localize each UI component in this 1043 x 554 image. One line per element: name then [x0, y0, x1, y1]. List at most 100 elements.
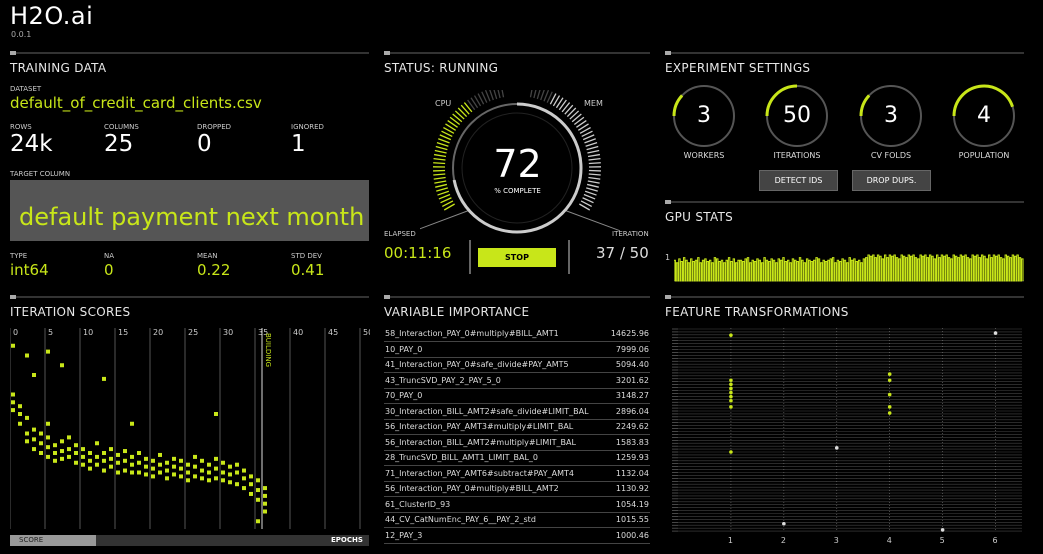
variable-importance-row[interactable]: 43_TruncSVD_PAY_2_PAY_5_0 3201.62	[384, 373, 650, 389]
score-point	[11, 408, 15, 413]
gpu-axis-label: 1	[665, 253, 671, 262]
epochs-label: EPOCHS	[331, 536, 363, 544]
columns-value: 25	[104, 131, 134, 157]
score-point	[144, 456, 148, 461]
ignored-label: IGNORED	[291, 123, 324, 131]
score-point	[74, 443, 78, 448]
score-point	[200, 468, 204, 473]
score-point	[221, 470, 225, 475]
variable-name: 30_Interaction_BILL_AMT2#safe_divide#LIM…	[385, 406, 589, 416]
feature-grid	[672, 328, 1022, 532]
score-point	[67, 435, 71, 440]
cv-folds-value[interactable]: 3	[884, 103, 898, 128]
mem-tick	[586, 183, 599, 188]
variable-value: 14625.96	[610, 329, 649, 338]
feature-point	[729, 378, 733, 383]
building-label: BUILDING	[264, 333, 272, 368]
settings-rings	[672, 84, 1015, 147]
variable-importance-row[interactable]: 56_Interaction_PAY_0#multiply#BILL_AMT2 1…	[384, 481, 650, 497]
score-point	[249, 474, 253, 479]
population-value[interactable]: 4	[977, 103, 991, 128]
gpu-usage-line	[674, 254, 1024, 282]
score-point	[130, 421, 134, 426]
variable-name: 56_Interaction_BILL_AMT2#multiply#LIMIT_…	[385, 437, 576, 447]
variable-importance-row[interactable]: 70_PAY_0 3148.27	[384, 388, 650, 404]
mem-tick	[584, 190, 597, 196]
score-point	[179, 474, 183, 479]
score-point	[221, 478, 225, 483]
score-point	[109, 456, 113, 461]
variable-importance-row[interactable]: 71_Interaction_PAY_AMT6#subtract#PAY_AMT…	[384, 466, 650, 482]
feature-point	[729, 382, 733, 387]
x-tick-label: 6	[993, 536, 998, 545]
mem-tick	[540, 90, 545, 101]
score-point	[186, 470, 190, 475]
variable-importance-row[interactable]: 30_Interaction_BILL_AMT2#safe_divide#LIM…	[384, 404, 650, 420]
score-point	[214, 476, 218, 481]
score-point	[172, 464, 176, 469]
variable-name: 43_TruncSVD_PAY_2_PAY_5_0	[385, 375, 501, 385]
score-point	[165, 460, 169, 465]
dataset-label: DATASET	[10, 85, 42, 93]
cpu-tick	[481, 91, 488, 103]
variable-importance-title: VARIABLE IMPORTANCE	[384, 305, 530, 319]
cpu-tick	[438, 138, 450, 144]
score-point	[123, 468, 127, 473]
cpu-tick	[501, 90, 505, 98]
cv-folds-ring	[859, 85, 922, 147]
feature-point	[887, 378, 892, 383]
score-point	[102, 451, 106, 455]
cpu-tick	[438, 193, 451, 200]
score-point	[95, 454, 99, 459]
mem-tick	[587, 180, 600, 184]
dataset-name[interactable]: default_of_credit_card_clients.csv	[10, 94, 262, 112]
iteration-leader	[563, 209, 620, 232]
target-column-label: TARGET COLUMN	[10, 170, 71, 178]
detect-ids-button[interactable]: DETECT IDS	[759, 170, 838, 191]
variable-importance-row[interactable]: 56_Interaction_PAY_AMT3#multiply#LIMIT_B…	[384, 419, 650, 435]
iteration-value: 37 / 50	[596, 244, 649, 262]
variable-value: 1259.93	[615, 453, 649, 462]
variable-importance-row[interactable]: 10_PAY_0 7999.06	[384, 342, 650, 358]
feature-transformations-title: FEATURE TRANSFORMATIONS	[665, 305, 849, 319]
gpu-stats-title: GPU STATS	[665, 210, 734, 224]
cpu-tick	[439, 134, 452, 141]
score-point	[137, 460, 141, 465]
variable-importance-row[interactable]: 56_Interaction_BILL_AMT2#multiply#LIMIT_…	[384, 435, 650, 451]
drop-dups-button[interactable]: DROP DUPS.	[852, 170, 931, 191]
rows-value: 24k	[10, 131, 53, 157]
ignored-value: 1	[291, 131, 306, 157]
score-point	[123, 458, 127, 463]
mem-tick	[579, 126, 591, 134]
variable-value: 1000.46	[615, 530, 649, 540]
target-column-box[interactable]	[10, 180, 369, 241]
iteration-scores-chart: 0 5 10 15 20 25 30 35 40 45 50	[10, 328, 370, 529]
score-point	[263, 509, 267, 514]
iteration-label: ITERATION	[612, 230, 649, 238]
variable-importance-row[interactable]: 12_PAY_3 1000.46	[384, 528, 650, 544]
dropped-label: DROPPED	[197, 123, 232, 131]
iterations-value[interactable]: 50	[783, 103, 811, 128]
cpu-tick	[497, 90, 501, 99]
iteration-grid: 0 5 10 15 20 25 30 35 40 45 50	[10, 328, 370, 529]
percent-complete-label: % COMPLETE	[494, 187, 541, 195]
cpu-tick	[493, 90, 498, 100]
variable-importance-row[interactable]: 61_ClusterID_93 1054.19	[384, 497, 650, 513]
cpu-tick	[489, 90, 494, 101]
cpu-tick	[470, 97, 479, 109]
mem-tick	[566, 107, 577, 118]
score-point	[46, 435, 50, 440]
variable-importance-row[interactable]: 41_Interaction_PAY_0#safe_divide#PAY_AMT…	[384, 357, 650, 373]
score-point	[235, 462, 239, 467]
workers-value[interactable]: 3	[697, 103, 711, 128]
std-dev-label: STD DEV	[291, 252, 322, 260]
section-rule	[665, 295, 1024, 299]
stop-button[interactable]: STOP	[478, 248, 556, 267]
variable-importance-row[interactable]: 58_Interaction_PAY_0#multiply#BILL_AMT1 1…	[384, 326, 650, 342]
score-point	[95, 441, 99, 446]
cpu-tick	[467, 99, 476, 111]
score-point	[53, 451, 57, 455]
variable-importance-row[interactable]: 44_CV_CatNumEnc_PAY_6__PAY_2_std 1015.55	[384, 512, 650, 528]
cpu-tick	[484, 90, 491, 102]
variable-importance-row[interactable]: 28_TruncSVD_BILL_AMT1_LIMIT_BAL_0 1259.93	[384, 450, 650, 466]
